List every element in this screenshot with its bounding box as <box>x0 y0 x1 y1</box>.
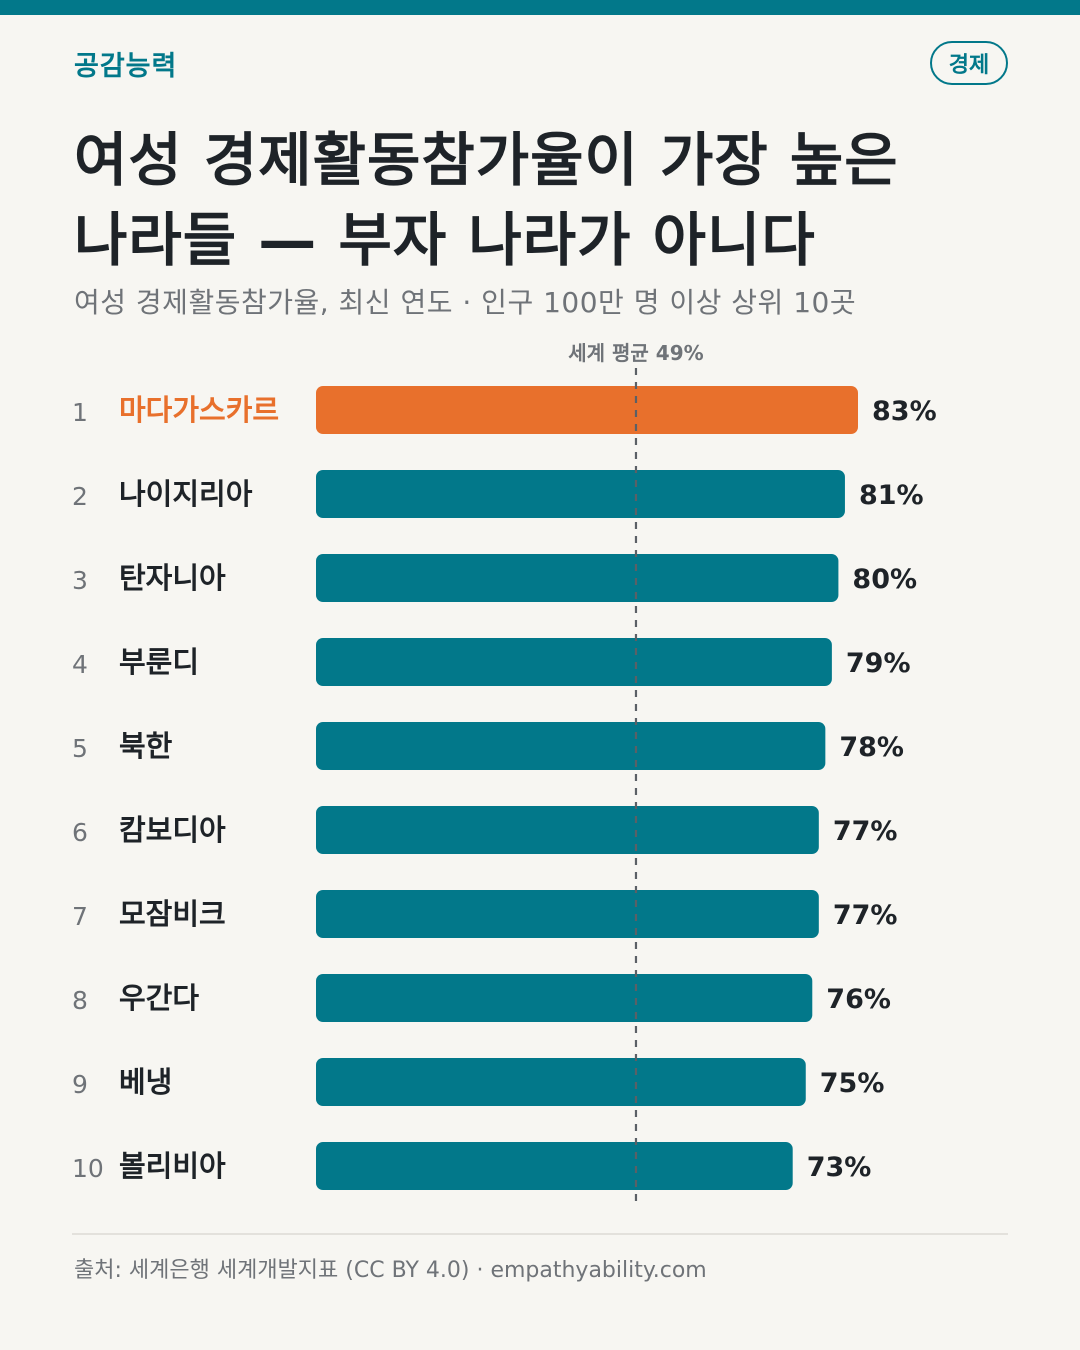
footer-divider <box>72 1233 1008 1235</box>
reference-line-label: 세계 평균 49% <box>568 341 703 365</box>
rank-number: 7 <box>72 902 88 931</box>
category-label: 모잠비크 <box>119 897 226 931</box>
rank-number: 4 <box>72 650 88 679</box>
data-label: 77% <box>833 900 898 931</box>
data-label: 77% <box>833 816 898 847</box>
source-note: 출처: 세계은행 세계개발지표 (CC BY 4.0) · empathyabi… <box>74 1258 707 1283</box>
bar <box>316 890 819 938</box>
page-title: 여성 경제활동참가율이 가장 높은 나라들 — 부자 나라가 아니다 <box>74 120 1024 280</box>
ranking-bar-chart: 세계 평균 49% 1 마다가스카르 83% 2 나이지리아 81% 3 탄자니아 80% 4 부룬디… <box>72 341 937 1205</box>
bar <box>316 1058 806 1106</box>
data-label: 79% <box>846 648 911 679</box>
title-line-2: 나라들 — 부자 나라가 아니다 <box>74 206 816 274</box>
top-accent-bar <box>0 0 1080 15</box>
category-label: 베냉 <box>119 1065 172 1099</box>
rank-number: 8 <box>72 986 88 1015</box>
bar <box>316 722 826 770</box>
data-label: 73% <box>807 1152 872 1183</box>
data-label: 78% <box>839 732 904 763</box>
rank-number: 5 <box>72 734 88 763</box>
rank-number: 2 <box>72 482 88 511</box>
category-badge[interactable]: 경제 <box>930 41 1008 85</box>
bar <box>316 1142 793 1190</box>
data-label: 83% <box>872 396 937 427</box>
data-label: 81% <box>859 480 924 511</box>
bar <box>316 470 845 518</box>
page-subtitle: 여성 경제활동참가율, 최신 연도 · 인구 100만 명 이상 상위 10곳 <box>74 286 857 319</box>
category-label: 부룬디 <box>119 645 199 679</box>
bar <box>316 386 858 434</box>
category-label: 탄자니아 <box>119 561 226 595</box>
category-label: 볼리비아 <box>119 1149 226 1183</box>
rank-number: 1 <box>72 398 88 427</box>
data-label: 76% <box>826 984 891 1015</box>
bar <box>316 554 839 602</box>
rank-number: 9 <box>72 1070 88 1099</box>
category-label: 우간다 <box>119 981 199 1015</box>
bar <box>316 806 819 854</box>
data-label: 75% <box>820 1068 885 1099</box>
category-label: 마다가스카르 <box>119 393 279 427</box>
rank-number: 6 <box>72 818 88 847</box>
rank-number: 10 <box>72 1154 104 1183</box>
category-label: 나이지리아 <box>119 477 253 511</box>
bar <box>316 638 832 686</box>
category-label: 북한 <box>119 729 173 763</box>
title-line-1: 여성 경제활동참가율이 가장 높은 <box>74 126 899 194</box>
rank-number: 3 <box>72 566 88 595</box>
data-label: 80% <box>852 564 917 595</box>
category-label: 캄보디아 <box>119 813 226 847</box>
bar <box>316 974 813 1022</box>
brand-name: 공감능력 <box>74 51 178 82</box>
